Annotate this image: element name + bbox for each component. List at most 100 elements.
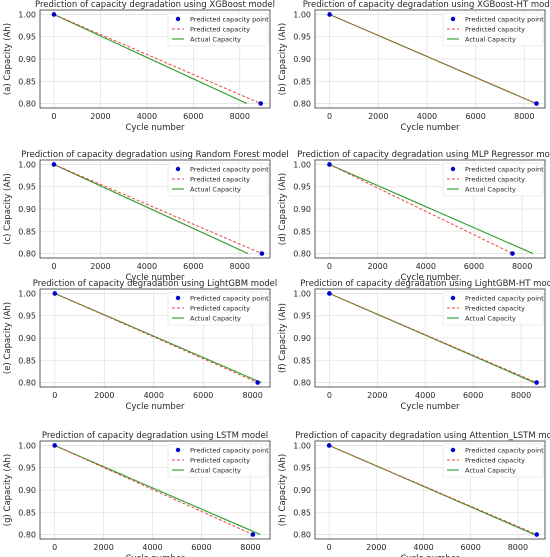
x-tick-label: 8000 <box>508 543 528 552</box>
x-tick-label: 4000 <box>415 391 435 400</box>
predicted-capacity-line <box>54 292 258 384</box>
legend-label: Predicted capacity point <box>465 166 544 174</box>
y-tick-label: 0.95 <box>293 312 311 321</box>
predicted-capacity-point <box>327 291 332 296</box>
chart-panel-4: 0 2000 4000 6000 8000 0.80 0.85 0.90 0.95 1.00 Cyc… <box>278 150 550 283</box>
plot-frame <box>314 9 546 109</box>
plot-frame <box>39 9 271 109</box>
x-axis-label: Cycle number <box>125 554 185 557</box>
x-tick-label: 2000 <box>367 391 387 400</box>
y-tick-label: 1.00 <box>18 441 36 450</box>
chart-panel-5: 0 2000 4000 6000 8000 0.80 0.85 0.90 0.95 1.00 Cyc… <box>3 279 277 412</box>
x-tick-label: 2000 <box>366 543 386 552</box>
x-tick-label: 0 <box>327 112 332 121</box>
chart-legend: Predicted capacity point Predicted capaci… <box>167 162 269 197</box>
x-tick-label: 0 <box>51 262 56 271</box>
plot-frame <box>39 440 271 540</box>
x-tick-label: 0 <box>327 543 332 552</box>
legend-point-marker <box>450 447 456 453</box>
y-tick-label: 0.95 <box>18 33 36 42</box>
plot-frame <box>314 288 546 388</box>
chart-legend: Predicted capacity point Predicted capaci… <box>167 291 269 326</box>
y-tick-label: 0.95 <box>18 464 36 473</box>
y-tick-label: 0.90 <box>18 486 36 495</box>
y-tick-label: 0.90 <box>293 205 311 214</box>
y-tick-label: 0.85 <box>18 77 36 86</box>
chart-title: Prediction of capacity degradation using… <box>33 279 278 289</box>
y-tick-label: 1.00 <box>18 160 36 169</box>
y-tick-label: 0.95 <box>18 183 36 192</box>
x-tick-label: 6000 <box>461 543 481 552</box>
x-tick-label: 2000 <box>90 262 110 271</box>
legend-label: Predicted capacity point <box>465 16 544 24</box>
predicted-capacity-point <box>51 12 57 17</box>
plot-frame <box>314 159 546 259</box>
legend-box <box>167 443 269 478</box>
y-tick-label: 0.80 <box>293 531 311 540</box>
x-axis-label: Cycle number <box>400 123 460 133</box>
chart-legend: Predicted capacity point Predicted capaci… <box>442 12 544 47</box>
predicted-capacity-point <box>326 443 332 448</box>
x-axis-label: Cycle number <box>125 402 185 412</box>
plot-frame <box>39 159 271 259</box>
x-tick-label: 4000 <box>137 262 157 271</box>
predicted-capacity-line <box>53 13 261 105</box>
y-axis-label: (c) Capacity (Ah) <box>3 173 13 245</box>
legend-label: Predicted capacity <box>465 305 525 313</box>
legend-label: Predicted capacity point <box>190 166 269 174</box>
chart-panel-7: 0 2000 4000 6000 8000 0.80 0.85 0.90 0.95 1.00 Cyc… <box>3 431 271 557</box>
legend-point-marker <box>175 447 181 453</box>
y-tick-label: 1.00 <box>18 10 36 19</box>
chart-legend: Predicted capacity point Predicted capaci… <box>442 443 544 478</box>
predicted-capacity-line <box>329 292 537 384</box>
legend-label: Predicted capacity <box>465 457 525 465</box>
y-tick-label: 0.85 <box>18 508 36 517</box>
y-tick-label: 1.00 <box>18 289 36 298</box>
y-tick-label: 0.90 <box>293 334 311 343</box>
x-tick-label: 8000 <box>230 262 250 271</box>
legend-label: Actual Capacity <box>190 315 241 323</box>
chart-legend: Predicted capacity point Predicted capaci… <box>442 291 544 326</box>
legend-label: Predicted capacity <box>190 305 250 313</box>
x-tick-label: 2000 <box>367 262 387 271</box>
legend-label: Actual Capacity <box>190 36 241 44</box>
y-tick-label: 1.00 <box>293 289 311 298</box>
x-tick-label: 4000 <box>137 112 157 121</box>
x-tick-label: 0 <box>52 391 57 400</box>
y-tick-label: 0.95 <box>293 33 311 42</box>
y-tick-label: 0.85 <box>293 508 311 517</box>
y-axis-label: (d) Capacity (Ah) <box>278 173 288 245</box>
x-tick-label: 8000 <box>240 543 260 552</box>
legend-label: Predicted capacity point <box>190 447 269 455</box>
chart-legend: Predicted capacity point Predicted capaci… <box>167 443 269 478</box>
legend-box <box>442 162 544 197</box>
y-axis-label: (e) Capacity (Ah) <box>3 302 13 374</box>
chart-panel-2: 0 2000 4000 6000 8000 0.80 0.85 0.90 0.95 1.00 Cyc… <box>278 0 550 133</box>
x-tick-label: 0 <box>327 391 332 400</box>
predicted-capacity-line <box>329 13 537 105</box>
y-axis-label: (h) Capacity (Ah) <box>278 454 288 526</box>
legend-point-marker <box>450 295 456 301</box>
x-tick-label: 2000 <box>368 112 388 121</box>
y-tick-label: 0.85 <box>293 77 311 86</box>
legend-box <box>167 12 269 47</box>
x-tick-label: 0 <box>327 262 332 271</box>
predicted-capacity-line <box>53 163 263 255</box>
predicted-capacity-point <box>534 101 539 106</box>
actual-capacity-line <box>329 163 534 255</box>
plot-frame <box>39 288 271 388</box>
x-tick-label: 4000 <box>417 112 437 121</box>
x-tick-label: 2000 <box>94 391 114 400</box>
actual-capacity-line <box>54 444 261 536</box>
predicted-capacity-point <box>51 162 57 167</box>
y-axis-label: (b) Capacity (Ah) <box>278 23 288 95</box>
chart-panel-6: 0 2000 4000 6000 8000 0.80 0.85 0.90 0.95 1.00 Cyc… <box>278 279 550 412</box>
x-tick-label: 8000 <box>511 391 531 400</box>
y-tick-label: 0.80 <box>18 250 36 259</box>
y-tick-label: 0.90 <box>18 55 36 64</box>
legend-point-marker <box>450 16 456 22</box>
x-tick-label: 6000 <box>191 543 211 552</box>
legend-label: Predicted capacity <box>465 176 525 184</box>
x-axis-label: Cycle number <box>400 554 460 557</box>
y-tick-label: 1.00 <box>293 441 311 450</box>
